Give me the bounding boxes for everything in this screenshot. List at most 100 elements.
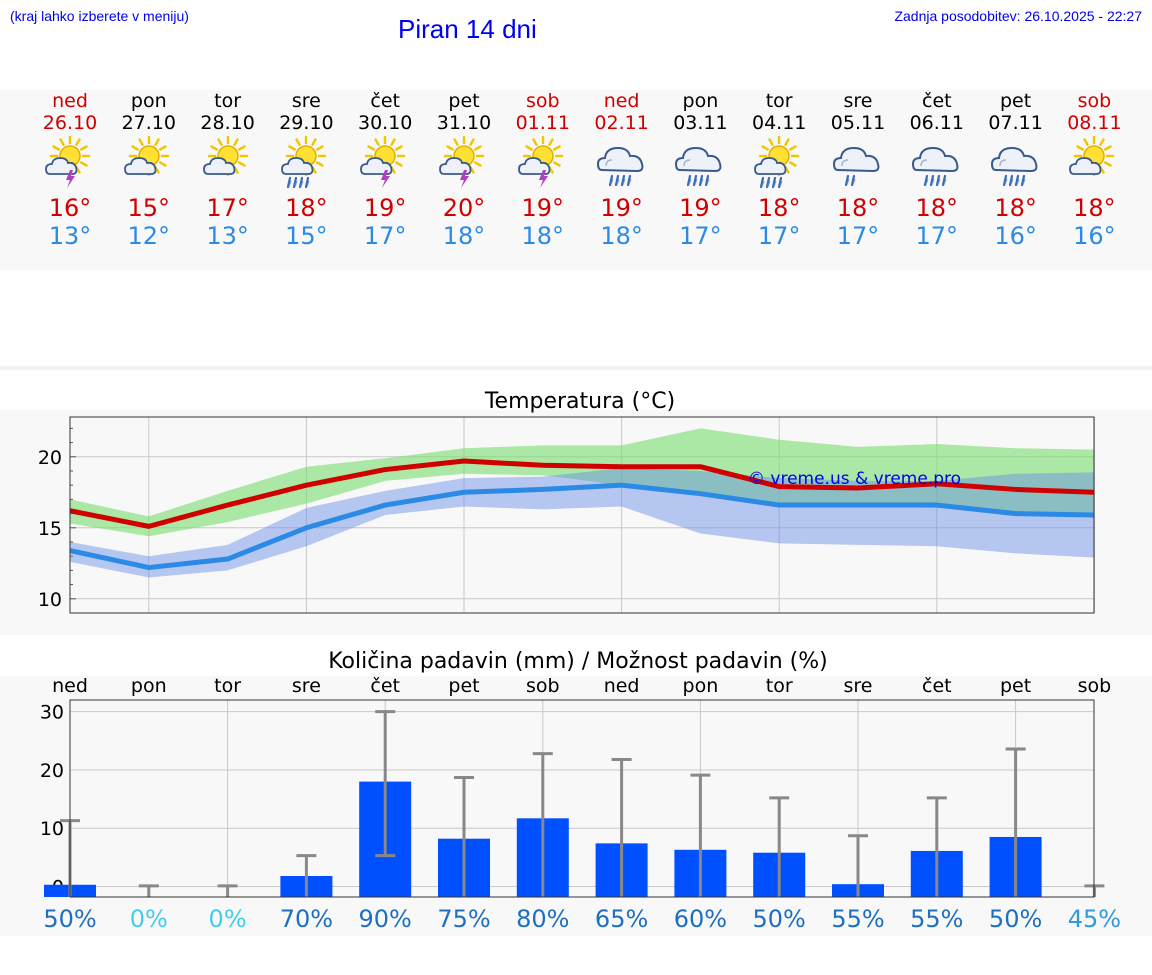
temp-max: 16°	[48, 194, 92, 222]
day-name: čet	[370, 90, 400, 112]
series-line-min	[69, 482, 1095, 571]
temp-min: 18°	[442, 222, 486, 250]
page-title: Piran 14 dni	[398, 14, 537, 44]
temp-min: 16°	[1073, 222, 1116, 250]
series-band-min	[70, 468, 1095, 578]
precip-probability: 50%	[989, 905, 1042, 933]
precip-probability: 0%	[130, 905, 168, 933]
sun-cloud-thunder-icon	[346, 134, 424, 194]
temp-max: 18°	[836, 194, 880, 222]
day-date: 05.11	[830, 112, 886, 134]
day-column: ned 02.11 19° 18°	[583, 90, 661, 250]
day-date: 27.10	[121, 112, 176, 134]
temp-min: 13°	[206, 222, 249, 250]
precipitation-chart: Količina padavin (mm) / Možnost padavin …	[40, 649, 1121, 933]
day-date: 07.11	[988, 112, 1043, 134]
day-column: pon 27.10 15° 12°	[110, 90, 188, 250]
day-name: tor	[765, 90, 793, 112]
day-name: sre	[843, 90, 873, 112]
precip-probability: 90%	[359, 905, 412, 933]
sun-cloud-rain-icon	[740, 134, 818, 194]
precip-probability: 65%	[595, 905, 648, 933]
plot-frame	[69, 699, 1095, 898]
sun-cloud-icon	[189, 134, 267, 194]
precipitation-title: Količina padavin (mm) / Možnost padavin …	[328, 649, 828, 674]
day-name: čet	[922, 90, 952, 112]
temp-min: 15°	[285, 222, 328, 250]
temp-max: 18°	[757, 194, 801, 222]
x-tick-label: tor	[766, 675, 793, 697]
day-date: 01.11	[515, 112, 570, 134]
cloud-rain-icon	[661, 134, 739, 194]
temp-max: 19°	[521, 194, 565, 222]
temperature-title: Temperatura (°C)	[484, 389, 675, 414]
x-tick-label: čet	[922, 675, 952, 697]
y-tick-label: 10	[40, 818, 64, 840]
day-column: sre 29.10 18° 15°	[267, 90, 345, 250]
temp-max: 15°	[127, 194, 171, 222]
day-column: tor 04.11 18° 17°	[740, 90, 818, 250]
temp-min: 17°	[757, 222, 801, 250]
x-tick-label: tor	[214, 675, 241, 697]
precip-probability: 50%	[43, 905, 96, 933]
precip-probability: 55%	[910, 905, 963, 933]
temp-max: 19°	[600, 194, 643, 222]
day-name: sob	[1077, 90, 1112, 112]
precip-probability: 80%	[516, 905, 569, 933]
y-tick-label: 30	[40, 702, 64, 724]
series-band-max	[70, 428, 1095, 537]
sun-cloud-thunder-icon	[425, 134, 503, 194]
day-column: pet 31.10 20° 18°	[425, 90, 503, 250]
temp-min: 17°	[836, 222, 880, 250]
x-tick-label: sob	[526, 675, 560, 697]
cloud-rain-icon	[977, 134, 1055, 194]
forecast-band	[0, 90, 1152, 270]
chart-watermark: © vreme.us & vreme.pro	[748, 469, 961, 489]
series-line-max	[69, 458, 1095, 529]
day-column: čet 30.10 19° 17°	[346, 90, 424, 250]
temp-max: 19°	[679, 194, 722, 222]
day-date: 02.11	[594, 112, 649, 134]
day-column: sre 05.11 18° 17°	[819, 90, 897, 250]
day-name: ned	[603, 90, 640, 112]
sun-cloud-icon	[1055, 134, 1133, 194]
cloud-rain-light-icon	[819, 134, 897, 194]
cloud-rain-icon	[583, 134, 661, 194]
temp-max: 17°	[206, 194, 249, 222]
day-name: pet	[999, 90, 1032, 112]
day-name: tor	[214, 90, 242, 112]
last-updated: Zadnja posodobitev: 26.10.2025 - 22:27	[894, 8, 1142, 24]
precip-probability: 55%	[831, 905, 884, 933]
temp-max: 19°	[363, 194, 407, 222]
temp-max: 18°	[915, 194, 959, 222]
temp-max: 18°	[1073, 194, 1116, 222]
day-name: pon	[130, 90, 167, 112]
x-tick-label: pon	[683, 675, 719, 697]
precip-probability: 0%	[209, 905, 247, 933]
plot-frame	[69, 416, 1095, 614]
x-tick-label: pet	[448, 675, 479, 697]
temp-min: 13°	[48, 222, 92, 250]
day-column: sob 08.11 18° 16°	[1055, 90, 1133, 250]
day-name: pon	[682, 90, 719, 112]
x-tick-label: pet	[1000, 675, 1031, 697]
day-name: sob	[526, 90, 560, 112]
precip-probability: 70%	[280, 905, 333, 933]
precip-probability: 75%	[437, 905, 490, 933]
day-date: 28.10	[200, 112, 255, 134]
sun-cloud-thunder-icon	[31, 134, 109, 194]
day-name: ned	[52, 90, 88, 112]
x-tick-label: sob	[1078, 675, 1112, 697]
y-tick-label: 10	[38, 589, 62, 611]
x-tick-label: sre	[844, 675, 873, 697]
precip-probability: 60%	[674, 905, 727, 933]
day-date: 29.10	[279, 112, 334, 134]
day-date: 04.11	[751, 112, 807, 134]
x-tick-label: ned	[604, 675, 640, 697]
day-date: 30.10	[357, 112, 413, 134]
y-tick-label: 20	[38, 447, 62, 469]
temp-min: 12°	[127, 222, 171, 250]
day-name: sre	[291, 90, 321, 112]
precip-probability: 50%	[753, 905, 806, 933]
day-name: pet	[448, 90, 480, 112]
